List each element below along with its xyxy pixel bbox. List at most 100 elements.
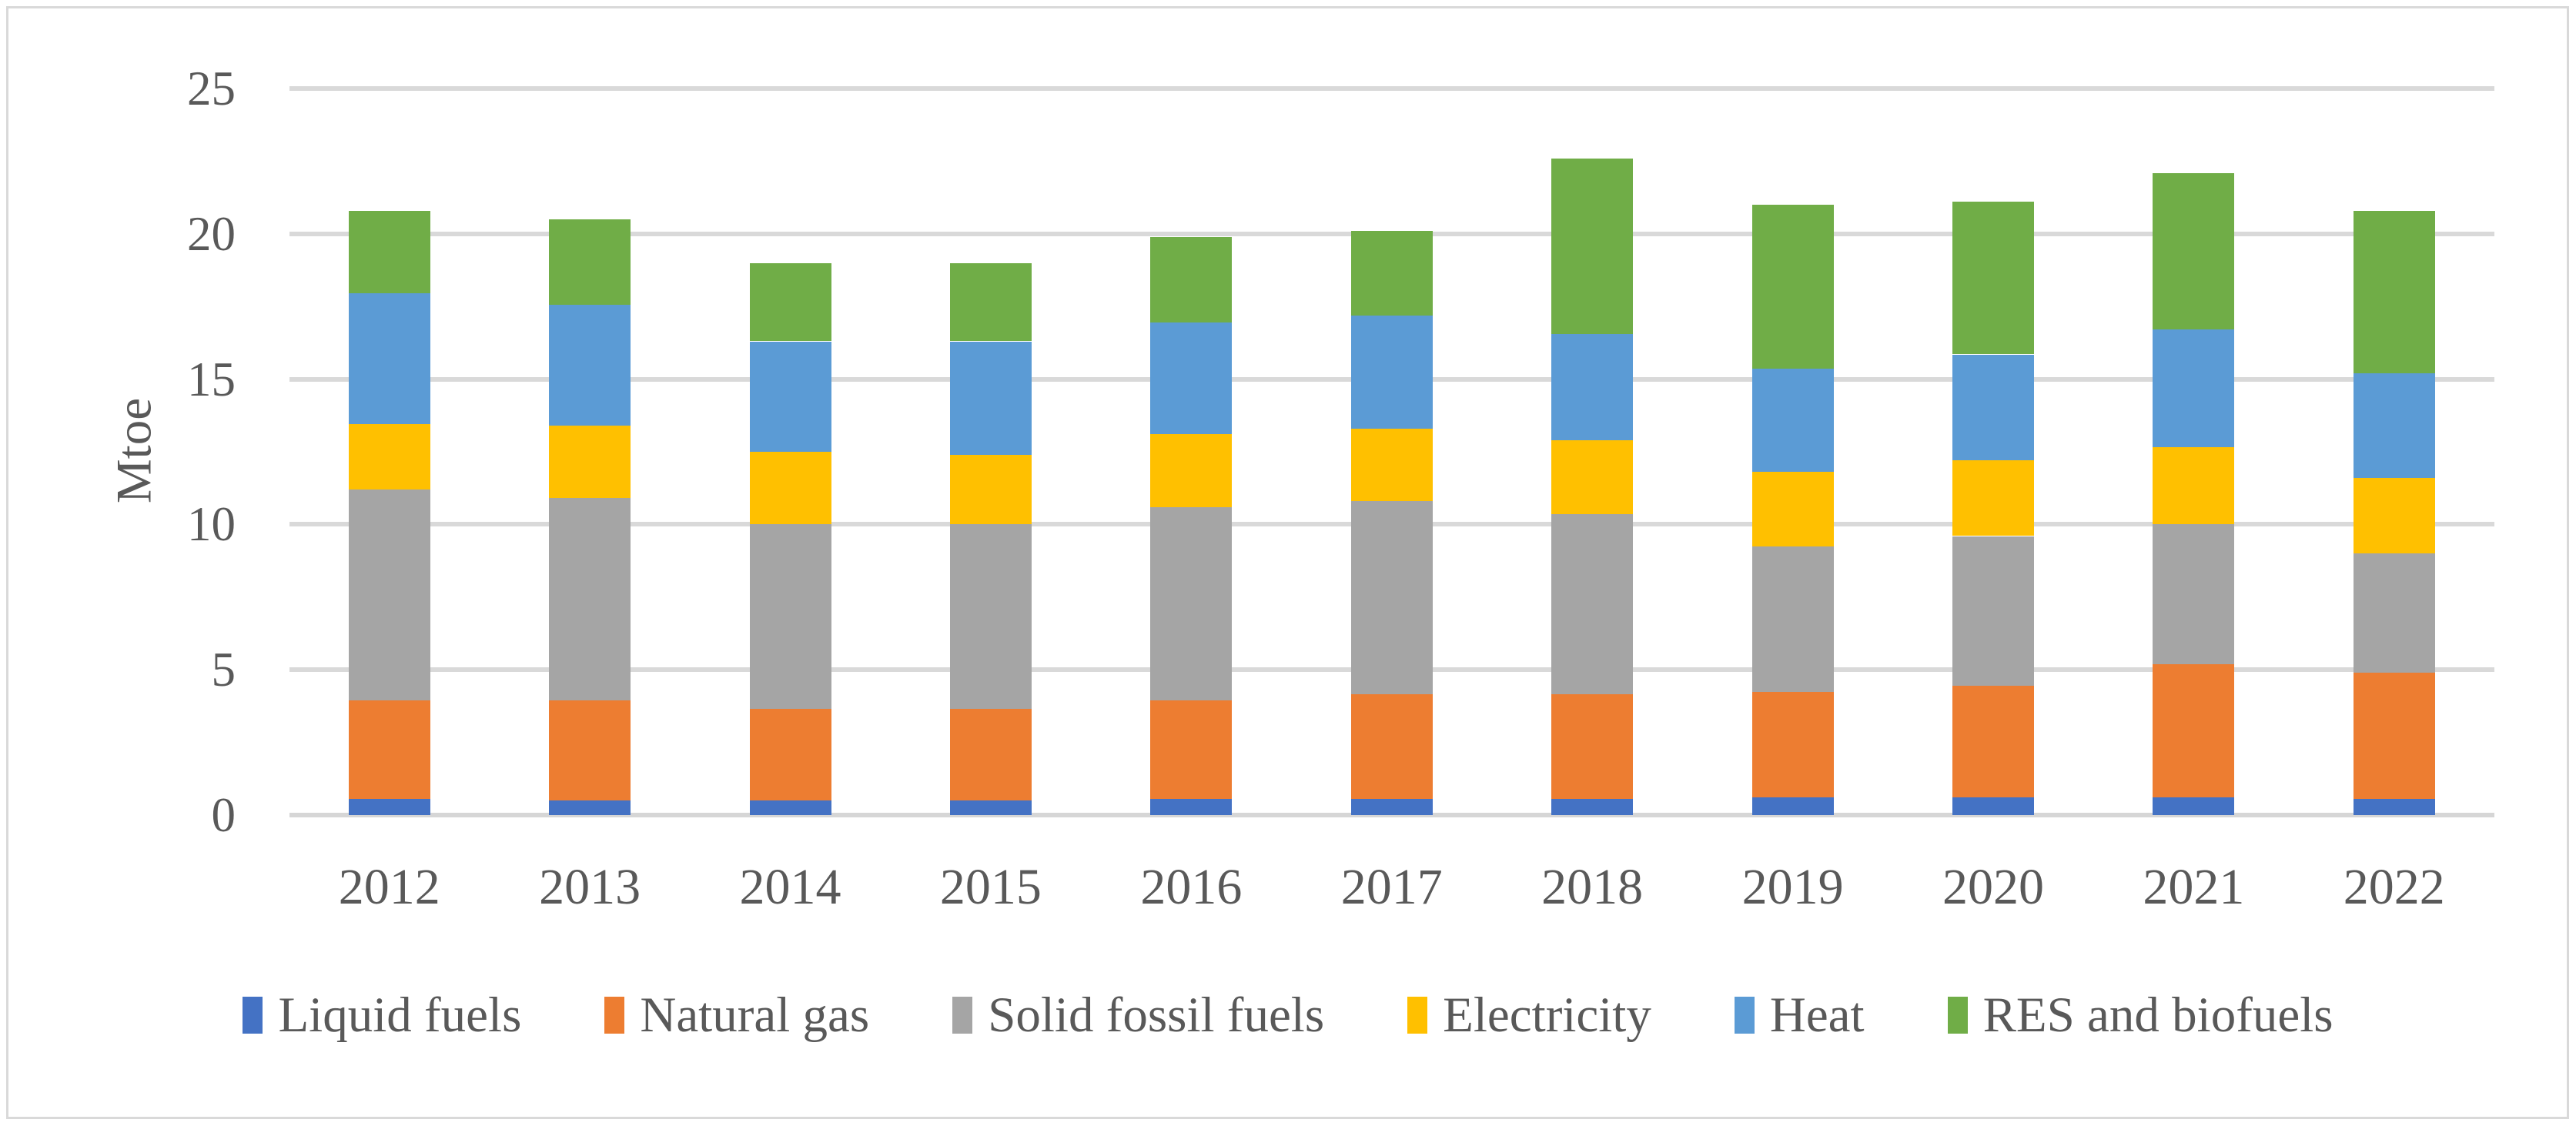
bar-segment <box>1150 700 1233 800</box>
bar-segment <box>1350 799 1433 815</box>
legend-item: Solid fossil fuels <box>952 987 1324 1043</box>
legend-marker-icon <box>243 997 263 1034</box>
bar-segment <box>1150 506 1233 700</box>
bar-segment <box>348 700 430 800</box>
legend-label: Electricity <box>1443 987 1651 1043</box>
legend-item: Electricity <box>1407 987 1651 1043</box>
bar-segment <box>749 800 831 815</box>
bar-segment <box>1551 514 1634 695</box>
y-tick-label: 10 <box>187 497 236 552</box>
bar-segment <box>2153 524 2235 664</box>
x-tick-label: 2022 <box>2343 859 2445 915</box>
legend-marker-icon <box>1407 997 1428 1034</box>
bar-segment <box>1551 799 1634 815</box>
x-tick-label: 2013 <box>539 859 641 915</box>
bar-segment <box>1551 439 1634 515</box>
bar-segment <box>749 262 831 342</box>
y-tick-label: 0 <box>211 788 236 842</box>
bar-segment <box>749 452 831 525</box>
bar-segment <box>1952 536 2034 686</box>
bar-segment <box>1350 231 1433 316</box>
y-axis-title: Mtoe <box>106 397 162 504</box>
legend-marker-icon <box>952 997 973 1034</box>
legend-label: Natural gas <box>640 987 870 1043</box>
bar-segment <box>2353 672 2435 800</box>
bar-segment <box>2353 373 2435 478</box>
bar-segment <box>1551 158 1634 335</box>
y-tick-label: 25 <box>187 62 236 115</box>
x-tick-label: 2016 <box>1140 859 1243 915</box>
legend-marker-icon <box>604 997 625 1034</box>
bar-segment <box>1751 472 1834 546</box>
bar-segment <box>1751 546 1834 692</box>
bar-segment <box>1952 685 2034 798</box>
bar-segment <box>1150 799 1233 815</box>
legend-marker-icon <box>1734 997 1755 1034</box>
bar-segment <box>949 262 1032 342</box>
gridline-25 <box>289 86 2494 91</box>
legend-item: RES and biofuels <box>1947 987 2333 1043</box>
bar-segment <box>549 426 631 499</box>
y-tick-label: 15 <box>187 352 236 406</box>
bar-segment <box>949 800 1032 815</box>
bar-segment <box>1150 434 1233 507</box>
bar-segment <box>1350 501 1433 695</box>
legend-label: Solid fossil fuels <box>988 987 1325 1043</box>
bar-segment <box>949 709 1032 801</box>
y-tick-label: 20 <box>187 206 236 261</box>
bar-segment <box>1751 691 1834 798</box>
bar-segment <box>1952 460 2034 536</box>
bar-segment <box>2353 799 2435 815</box>
bar-segment <box>348 489 430 700</box>
legend-label: Liquid fuels <box>278 987 522 1043</box>
bar-segment <box>348 210 430 294</box>
x-tick-label: 2021 <box>2143 859 2245 915</box>
bar-segment <box>1150 236 1233 322</box>
bar-segment <box>2153 797 2235 815</box>
bar-segment <box>348 293 430 425</box>
x-tick-label: 2015 <box>939 859 1042 915</box>
bar-segment <box>1952 354 2034 461</box>
x-tick-label: 2014 <box>739 859 841 915</box>
bar-segment <box>1751 205 1834 369</box>
legend-item: Natural gas <box>604 987 869 1043</box>
bar-segment <box>1751 797 1834 815</box>
bar-segment <box>2153 172 2235 330</box>
x-axis-line <box>289 813 2494 817</box>
bar-segment <box>549 800 631 815</box>
bar-segment <box>549 498 631 700</box>
bar-segment <box>1751 369 1834 473</box>
legend-marker-icon <box>1947 997 1968 1034</box>
bar-segment <box>1150 322 1233 435</box>
bar-segment <box>2153 447 2235 525</box>
bar-segment <box>348 799 430 815</box>
bar-segment <box>749 709 831 801</box>
bar-segment <box>749 341 831 452</box>
bar-segment <box>2153 329 2235 448</box>
x-tick-label: 2018 <box>1541 859 1644 915</box>
x-tick-label: 2020 <box>1942 859 2044 915</box>
legend: Liquid fuels Natural gas Solid fossil fuel… <box>0 987 2576 1043</box>
legend-item: Heat <box>1734 987 1865 1043</box>
legend-label: RES and biofuels <box>1982 987 2333 1043</box>
legend-item: Liquid fuels <box>243 987 521 1043</box>
bar-segment <box>2153 663 2235 798</box>
bar-segment <box>2353 553 2435 673</box>
bar-segment <box>1952 797 2034 815</box>
bar-segment <box>1551 694 1634 800</box>
bar-segment <box>348 424 430 490</box>
bar-segment <box>1952 202 2034 355</box>
bar-segment <box>549 700 631 801</box>
bar-segment <box>2353 210 2435 374</box>
bar-segment <box>2353 477 2435 554</box>
bar-segment <box>1551 334 1634 440</box>
bar-segment <box>949 524 1032 710</box>
bar-segment <box>1350 315 1433 429</box>
bar-segment <box>549 305 631 426</box>
x-tick-label: 2017 <box>1340 859 1443 915</box>
bar-segment <box>549 219 631 306</box>
bar-segment <box>1350 428 1433 502</box>
x-tick-label: 2012 <box>338 859 440 915</box>
bar-segment <box>949 341 1032 455</box>
y-tick-label: 5 <box>211 643 236 697</box>
